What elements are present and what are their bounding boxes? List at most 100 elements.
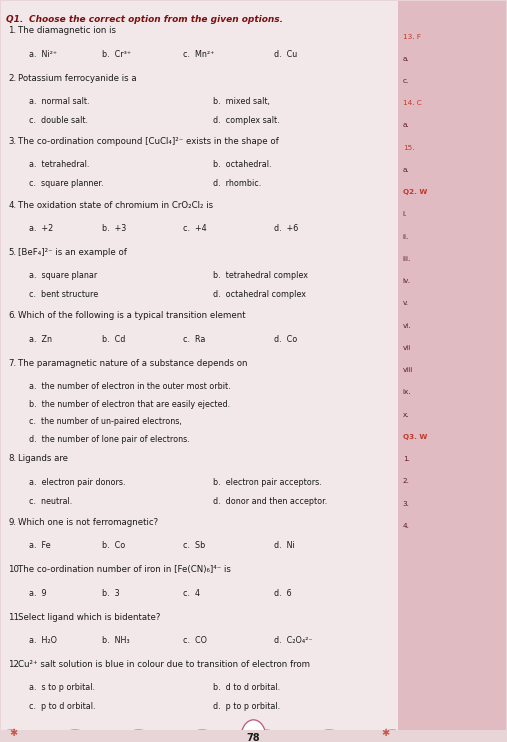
Text: 8.: 8.: [8, 454, 16, 463]
Text: b.  mixed salt,: b. mixed salt,: [213, 97, 270, 106]
Text: vii: vii: [403, 345, 411, 351]
Text: Potassium ferrocyanide is a: Potassium ferrocyanide is a: [18, 73, 137, 82]
Text: 1.: 1.: [403, 456, 410, 462]
Text: 6.: 6.: [8, 312, 16, 321]
Text: c.  Mn²⁺: c. Mn²⁺: [183, 50, 214, 59]
Text: c.  double salt.: c. double salt.: [28, 116, 88, 125]
Text: 4.: 4.: [403, 523, 410, 529]
Text: a.  normal salt.: a. normal salt.: [28, 97, 89, 106]
Text: i.: i.: [403, 211, 407, 217]
Text: x.: x.: [403, 412, 409, 418]
Text: d.  complex salt.: d. complex salt.: [213, 116, 280, 125]
Text: d.  6: d. 6: [274, 588, 292, 597]
Text: d.  donor and then acceptor.: d. donor and then acceptor.: [213, 496, 328, 505]
Text: iii.: iii.: [403, 256, 411, 262]
Text: Q3. W: Q3. W: [403, 434, 427, 440]
Text: 1.: 1.: [8, 26, 16, 35]
Text: vi.: vi.: [403, 323, 411, 329]
Text: c.  Sb: c. Sb: [183, 541, 205, 550]
FancyBboxPatch shape: [397, 1, 507, 730]
Text: a.  s to p orbital.: a. s to p orbital.: [28, 683, 94, 692]
Text: viii: viii: [403, 367, 413, 373]
Text: 13. F: 13. F: [403, 33, 420, 39]
Circle shape: [241, 720, 266, 742]
Text: b.  octahedral.: b. octahedral.: [213, 160, 272, 169]
Text: Q2. W: Q2. W: [403, 189, 427, 195]
Text: 11.: 11.: [8, 613, 22, 622]
Text: d.  rhombic.: d. rhombic.: [213, 180, 261, 188]
Text: a.: a.: [403, 167, 409, 173]
Text: c.  4: c. 4: [183, 588, 200, 597]
Text: c.  neutral.: c. neutral.: [28, 496, 72, 505]
Text: c.  p to d orbital.: c. p to d orbital.: [28, 703, 95, 712]
Text: iv.: iv.: [403, 278, 411, 284]
Text: The co-ordination compound [CuCl₄]²⁻ exists in the shape of: The co-ordination compound [CuCl₄]²⁻ exi…: [18, 137, 279, 146]
Text: c.: c.: [403, 78, 409, 84]
Text: ✱: ✱: [9, 728, 17, 738]
Text: b.  Co: b. Co: [102, 541, 125, 550]
Text: a.: a.: [403, 56, 409, 62]
Text: b.  Cd: b. Cd: [102, 335, 125, 344]
Text: 15.: 15.: [403, 145, 414, 151]
Text: The diamagnetic ion is: The diamagnetic ion is: [18, 26, 117, 35]
Text: d.  +6: d. +6: [274, 224, 298, 233]
Text: a.  square planar: a. square planar: [28, 272, 97, 280]
Text: c.  CO: c. CO: [183, 636, 207, 645]
Text: Which of the following is a typical transition element: Which of the following is a typical tran…: [18, 312, 246, 321]
Text: b.  Cr³⁺: b. Cr³⁺: [102, 50, 131, 59]
Text: a.  H₂O: a. H₂O: [28, 636, 56, 645]
Text: Which one is not ferromagnetic?: Which one is not ferromagnetic?: [18, 518, 159, 527]
Text: b.  tetrahedral complex: b. tetrahedral complex: [213, 272, 308, 280]
Text: [BeF₄]²⁻ is an example of: [BeF₄]²⁻ is an example of: [18, 248, 127, 257]
Text: b.  +3: b. +3: [102, 224, 126, 233]
Text: a.  the number of electron in the outer most orbit.: a. the number of electron in the outer m…: [28, 382, 230, 391]
Text: a.  electron pair donors.: a. electron pair donors.: [28, 478, 125, 487]
Text: a.  9: a. 9: [28, 588, 46, 597]
Text: c.  Ra: c. Ra: [183, 335, 205, 344]
Text: a.  Fe: a. Fe: [28, 541, 50, 550]
Text: 5.: 5.: [8, 248, 16, 257]
Text: b.  d to d orbital.: b. d to d orbital.: [213, 683, 280, 692]
Text: d.  Co: d. Co: [274, 335, 297, 344]
Text: v.: v.: [403, 301, 409, 306]
Text: b.  NH₃: b. NH₃: [102, 636, 129, 645]
Text: 7.: 7.: [8, 359, 16, 368]
Text: d.  p to p orbital.: d. p to p orbital.: [213, 703, 280, 712]
Text: 9.: 9.: [8, 518, 16, 527]
Text: a.: a.: [403, 122, 409, 128]
Text: 3.: 3.: [8, 137, 16, 146]
Text: c.  square planner.: c. square planner.: [28, 180, 103, 188]
Text: The co-ordination number of iron in [Fe(CN)₆]⁴⁻ is: The co-ordination number of iron in [Fe(…: [18, 565, 231, 574]
Text: Cu²⁺ salt solution is blue in colour due to transition of electron from: Cu²⁺ salt solution is blue in colour due…: [18, 660, 310, 669]
Text: b.  electron pair acceptors.: b. electron pair acceptors.: [213, 478, 322, 487]
Text: d.  the number of lone pair of electrons.: d. the number of lone pair of electrons.: [28, 435, 189, 444]
Text: a.  +2: a. +2: [28, 224, 53, 233]
Text: 12.: 12.: [8, 660, 22, 669]
Text: 4.: 4.: [8, 200, 16, 209]
Text: a.  Zn: a. Zn: [28, 335, 52, 344]
Text: 2.: 2.: [8, 73, 16, 82]
Text: 78: 78: [247, 733, 260, 742]
Text: Select ligand which is bidentate?: Select ligand which is bidentate?: [18, 613, 161, 622]
Text: b.  the number of electron that are easily ejected.: b. the number of electron that are easil…: [28, 400, 230, 409]
Text: 14. C: 14. C: [403, 100, 421, 106]
Text: Q1.: Q1.: [6, 16, 26, 24]
Text: ix.: ix.: [403, 390, 411, 395]
Text: c.  +4: c. +4: [183, 224, 206, 233]
Text: d.  Ni: d. Ni: [274, 541, 295, 550]
FancyBboxPatch shape: [1, 1, 506, 730]
Text: d.  octahedral complex: d. octahedral complex: [213, 290, 306, 299]
Text: ii.: ii.: [403, 234, 409, 240]
Text: 2.: 2.: [403, 479, 410, 485]
Text: The paramagnetic nature of a substance depends on: The paramagnetic nature of a substance d…: [18, 359, 248, 368]
Text: a.  tetrahedral.: a. tetrahedral.: [28, 160, 89, 169]
Text: b.  3: b. 3: [102, 588, 120, 597]
Text: Choose the correct option from the given options.: Choose the correct option from the given…: [28, 16, 282, 24]
Text: c.  bent structure: c. bent structure: [28, 290, 98, 299]
Text: a.  Ni²⁺: a. Ni²⁺: [28, 50, 57, 59]
Text: c.  the number of un-paired electrons,: c. the number of un-paired electrons,: [28, 417, 182, 426]
Text: 3.: 3.: [403, 501, 410, 507]
Text: ✱: ✱: [381, 728, 389, 738]
Text: d.  Cu: d. Cu: [274, 50, 297, 59]
Text: d.  C₂O₄²⁻: d. C₂O₄²⁻: [274, 636, 312, 645]
